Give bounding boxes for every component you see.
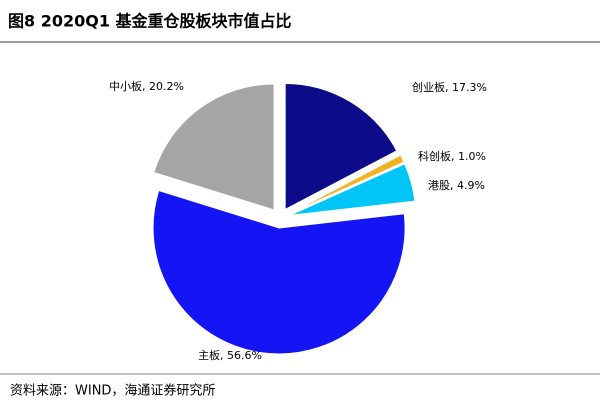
data-label: 中小板, 20.2% [109, 79, 184, 93]
data-label: 港股, 4.9% [428, 179, 485, 192]
data-label: 主板, 56.6% [198, 348, 262, 362]
chart-title: 图8 2020Q1 基金重仓股板块市值占比 [8, 12, 292, 31]
pie-slice [289, 163, 416, 216]
data-label: 科创板, 1.0% [418, 149, 486, 163]
source: 资料来源：WIND，海通证券研究所 [10, 383, 215, 399]
data-label: 创业板, 17.3% [412, 80, 487, 94]
pie-slice [153, 83, 275, 211]
pie-slice [284, 82, 398, 211]
pie-slice [288, 154, 405, 215]
pie-slice [152, 189, 406, 355]
